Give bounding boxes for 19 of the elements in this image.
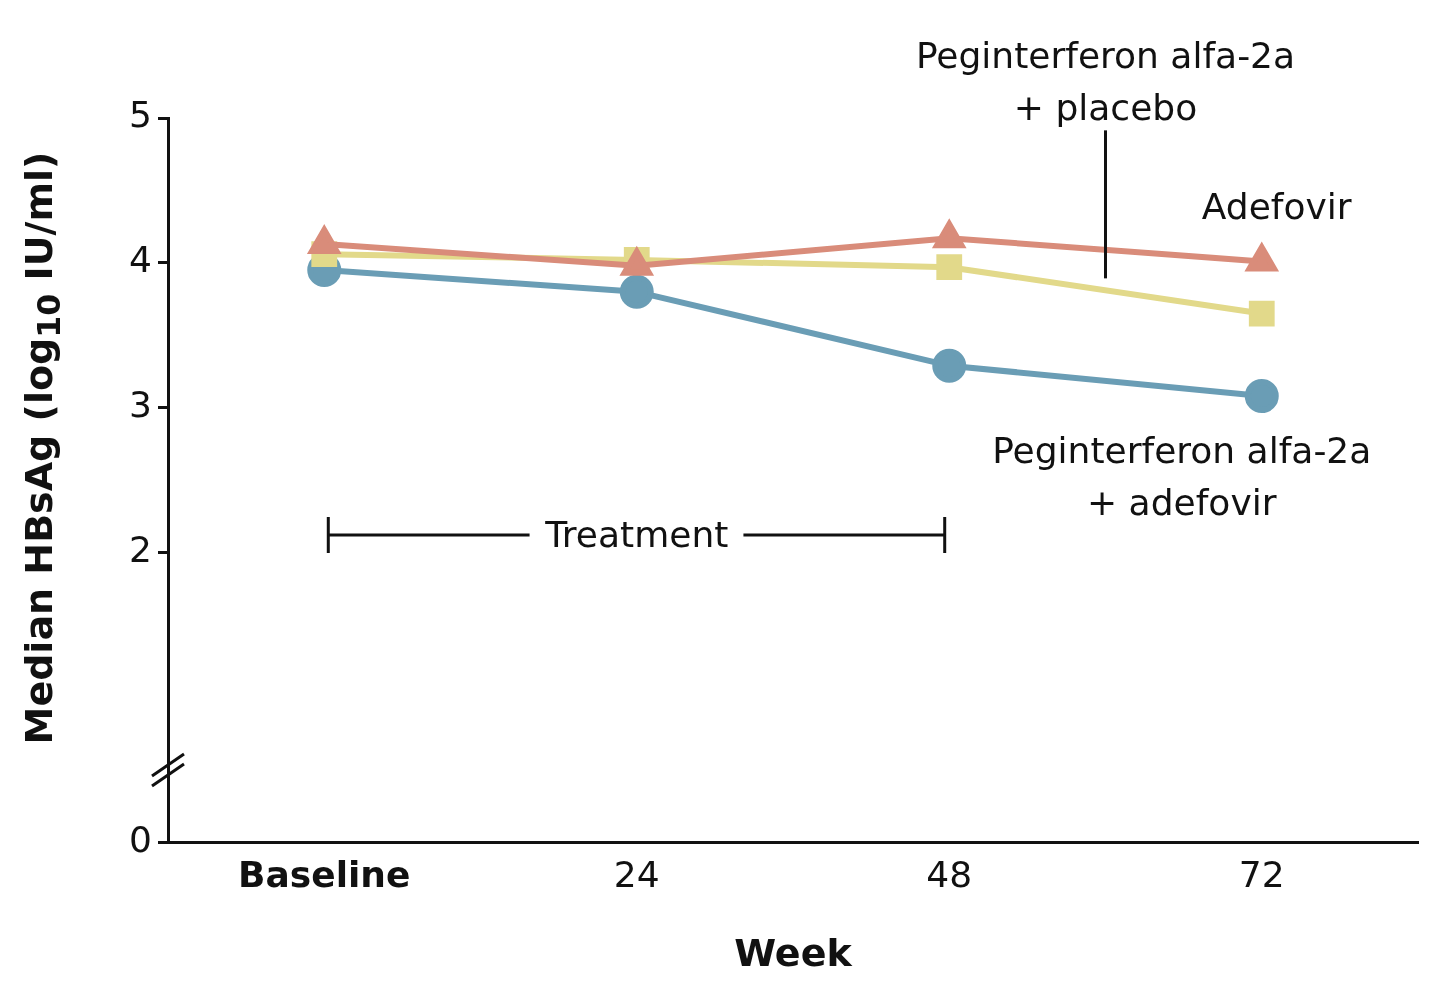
- point: [1248, 300, 1275, 327]
- point: [1244, 379, 1279, 414]
- point: [932, 348, 967, 383]
- x-tick-label: 72: [1238, 854, 1285, 896]
- series-label: Adefovir: [1201, 185, 1352, 227]
- x-axis-title: Week: [734, 931, 853, 976]
- x-tick-label: 24: [613, 854, 660, 896]
- point: [936, 254, 963, 281]
- series-label: Peginterferon alfa-2a + adefovir: [992, 430, 1372, 524]
- annotation: Treatment: [545, 513, 729, 555]
- y-tick-label: 3: [129, 384, 152, 426]
- x-tick-label: 48: [926, 854, 973, 896]
- text: Peginterferon alfa-2a + placebo: [915, 34, 1296, 128]
- y-tick-label: 4: [129, 239, 152, 281]
- point: [619, 274, 654, 309]
- y-tick-label: 2: [129, 528, 152, 570]
- y-tick-label: 0: [129, 818, 152, 860]
- y-tick-label: 5: [129, 94, 152, 136]
- x-tick-label: Baseline: [238, 854, 411, 896]
